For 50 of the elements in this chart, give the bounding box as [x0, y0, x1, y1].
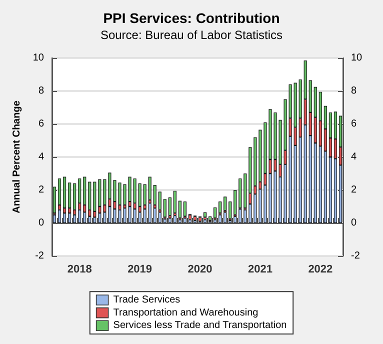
y2-tick-label: 10 — [351, 52, 363, 64]
bar — [203, 212, 207, 218]
chart-subtitle: Source: Bureau of Labor Statistics — [100, 28, 283, 42]
chart-title: PPI Services: Contribution — [103, 10, 280, 26]
x-tick-label: 2021 — [248, 264, 272, 276]
y2-tick-label: 8 — [351, 86, 357, 96]
x-tick-label: 2018 — [67, 264, 92, 276]
bar — [52, 186, 56, 214]
x-tick-label: 2020 — [188, 264, 212, 276]
y2-tick-label: 6 — [351, 118, 357, 130]
bar — [158, 192, 162, 210]
bar — [148, 176, 152, 200]
bar — [173, 216, 176, 223]
legend-label: Trade Services — [113, 294, 180, 306]
x-tick-label: 2022 — [308, 264, 333, 276]
legend-label: Services less Trade and Transportation — [113, 320, 287, 332]
bar — [208, 216, 212, 221]
bar — [168, 218, 172, 223]
bar — [244, 210, 247, 223]
bar — [153, 208, 156, 223]
bar — [218, 202, 222, 214]
x-tick-label: 2019 — [128, 264, 152, 276]
bar — [218, 214, 222, 223]
y2-tick-label: 2 — [351, 184, 357, 196]
bar — [228, 202, 232, 219]
bar — [244, 174, 247, 208]
y-tick-label: 2 — [38, 184, 44, 196]
bar — [168, 197, 172, 216]
bar — [224, 212, 227, 223]
y-tick-label: 10 — [32, 52, 44, 64]
bar — [158, 212, 162, 223]
y-tick-label: 8 — [38, 86, 44, 96]
y2-tick-label: 4 — [351, 152, 357, 162]
y-tick-label: 0 — [38, 218, 44, 228]
bar — [203, 220, 207, 223]
y2-tick-label: 0 — [351, 218, 357, 228]
bar — [224, 196, 227, 211]
y2-tick-label: -2 — [351, 250, 360, 262]
bar — [193, 216, 197, 221]
bar — [52, 214, 56, 223]
bar — [188, 214, 192, 220]
legend-label: Transportation and Warehousing — [113, 307, 258, 318]
bar — [148, 203, 152, 223]
bar — [153, 185, 156, 205]
y-tick-label: -2 — [35, 250, 44, 262]
bar — [173, 190, 176, 214]
y-axis-title: Annual Percent Change — [11, 100, 22, 214]
bar — [198, 217, 202, 222]
y-tick-label: 4 — [38, 152, 44, 162]
y-tick-label: 6 — [38, 118, 44, 130]
